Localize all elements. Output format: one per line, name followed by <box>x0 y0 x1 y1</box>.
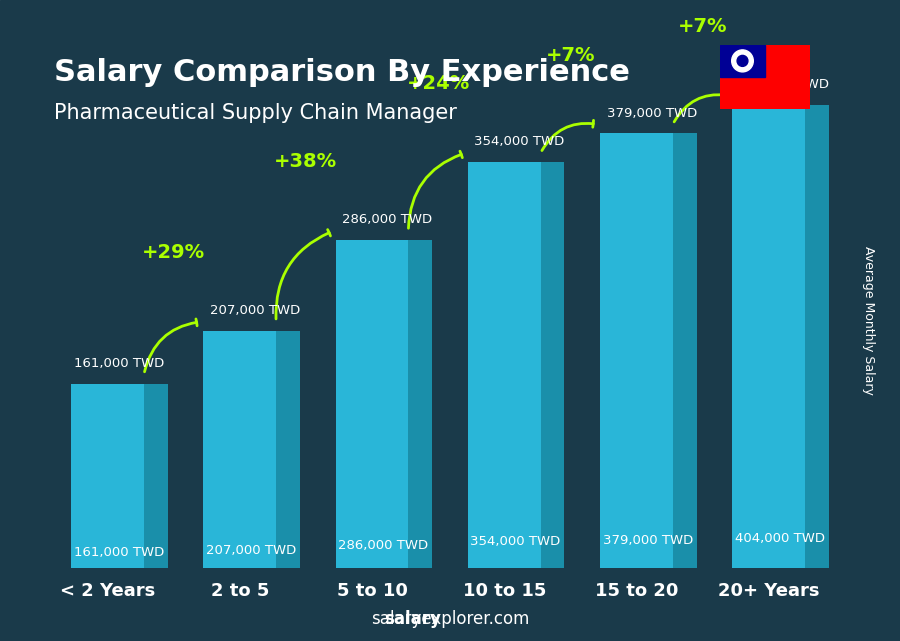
Bar <box>720 45 765 77</box>
Text: salaryexplorer.com: salaryexplorer.com <box>371 610 529 628</box>
Text: 207,000 TWD: 207,000 TWD <box>210 304 301 317</box>
Text: Salary Comparison By Experience: Salary Comparison By Experience <box>54 58 630 87</box>
Text: +7%: +7% <box>678 17 727 36</box>
Text: +29%: +29% <box>142 243 205 262</box>
Text: 207,000 TWD: 207,000 TWD <box>206 544 296 556</box>
Text: 379,000 TWD: 379,000 TWD <box>603 534 693 547</box>
Polygon shape <box>805 104 829 569</box>
Bar <box>600 133 673 569</box>
Bar <box>203 331 276 569</box>
Polygon shape <box>409 240 432 569</box>
Text: 354,000 TWD: 354,000 TWD <box>474 135 564 149</box>
Text: Pharmaceutical Supply Chain Manager: Pharmaceutical Supply Chain Manager <box>54 103 457 122</box>
Circle shape <box>737 55 748 67</box>
Polygon shape <box>541 162 564 569</box>
Text: 379,000 TWD: 379,000 TWD <box>607 106 697 120</box>
Bar <box>71 384 144 569</box>
Text: +24%: +24% <box>407 74 470 94</box>
Bar <box>468 162 541 569</box>
Text: 286,000 TWD: 286,000 TWD <box>342 213 432 226</box>
Polygon shape <box>144 384 167 569</box>
Polygon shape <box>276 331 300 569</box>
Text: 161,000 TWD: 161,000 TWD <box>74 357 164 370</box>
Text: 404,000 TWD: 404,000 TWD <box>735 532 825 545</box>
Text: 354,000 TWD: 354,000 TWD <box>471 535 561 548</box>
Text: +7%: +7% <box>545 46 595 65</box>
Text: salary: salary <box>383 610 441 628</box>
Text: 286,000 TWD: 286,000 TWD <box>338 539 428 552</box>
Polygon shape <box>673 133 697 569</box>
Text: +38%: +38% <box>274 153 338 171</box>
Text: 161,000 TWD: 161,000 TWD <box>74 546 164 559</box>
Bar <box>336 240 409 569</box>
Text: Average Monthly Salary: Average Monthly Salary <box>862 246 875 395</box>
Bar <box>733 104 805 569</box>
Text: 404,000 TWD: 404,000 TWD <box>739 78 829 91</box>
Circle shape <box>732 50 753 72</box>
